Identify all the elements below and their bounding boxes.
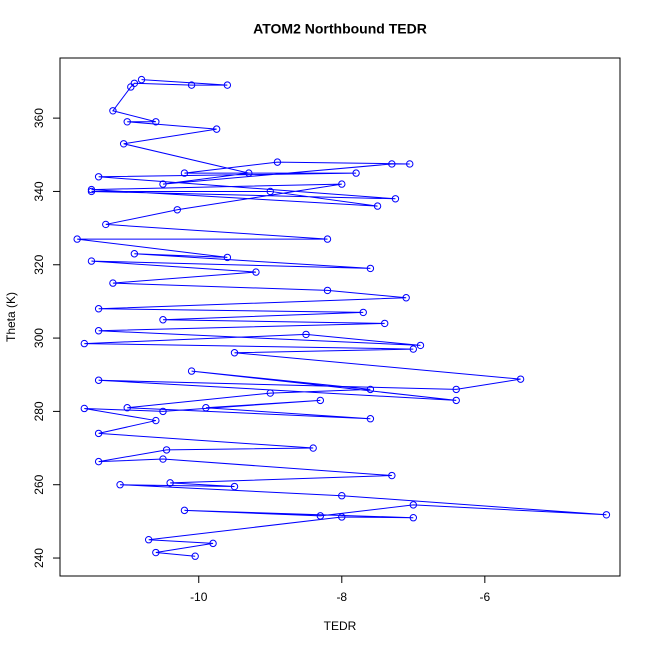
x-axis-label: TEDR [324, 619, 357, 633]
point [366, 264, 375, 273]
point [152, 416, 160, 425]
x-tick-label: -10 [190, 590, 208, 604]
y-tick-label: 360 [32, 108, 46, 128]
point [94, 376, 103, 384]
point [391, 195, 400, 203]
point [373, 202, 382, 210]
point [173, 206, 181, 214]
point [388, 471, 396, 480]
point [266, 187, 274, 196]
point [94, 429, 103, 438]
point [406, 160, 414, 168]
point [80, 404, 89, 413]
point [152, 548, 160, 557]
point [409, 514, 418, 522]
plot-frame [59, 57, 621, 577]
point [338, 180, 346, 188]
point [309, 444, 317, 452]
y-tick-label: 340 [32, 181, 46, 201]
point [266, 389, 274, 397]
point [116, 481, 124, 489]
point [359, 308, 367, 317]
point [316, 396, 325, 405]
point [366, 385, 375, 394]
point [323, 286, 332, 295]
point [137, 75, 146, 84]
y-tick-label: 300 [32, 328, 46, 348]
point [452, 385, 460, 394]
point [130, 250, 139, 258]
point [159, 180, 167, 188]
point [388, 160, 396, 168]
point [223, 81, 232, 89]
point [127, 83, 135, 91]
point [302, 330, 310, 339]
point [94, 305, 103, 313]
point [338, 513, 346, 521]
x-tick-label: -6 [479, 590, 490, 604]
point [409, 501, 418, 509]
point [187, 81, 196, 89]
point [380, 319, 389, 328]
point [119, 140, 128, 148]
y-axis-label: Theta (K) [4, 292, 18, 342]
point [162, 446, 171, 454]
point [516, 375, 525, 383]
point [109, 107, 117, 115]
point [409, 345, 418, 353]
point [191, 552, 199, 560]
point [73, 235, 81, 243]
point [159, 455, 167, 463]
point [109, 279, 117, 287]
point [402, 294, 410, 302]
point [230, 482, 239, 491]
point [338, 492, 346, 500]
point [152, 118, 160, 126]
point [316, 512, 325, 520]
point [180, 169, 189, 177]
point [87, 257, 96, 265]
y-tick-label: 240 [32, 548, 46, 568]
point [602, 511, 611, 519]
point [94, 173, 103, 181]
point [180, 506, 189, 515]
y-tick-label: 320 [32, 254, 46, 274]
point [159, 407, 167, 416]
point [123, 118, 131, 126]
chart-title: ATOM2 Northbound TEDR [253, 21, 427, 37]
point [452, 396, 460, 405]
point [323, 235, 332, 243]
point [223, 253, 232, 262]
point [209, 539, 217, 548]
point [94, 457, 103, 466]
point [416, 341, 425, 350]
point [123, 404, 131, 412]
point [87, 185, 96, 194]
point [80, 339, 89, 348]
point [212, 125, 221, 133]
x-tick-label: -8 [336, 590, 347, 604]
point [366, 415, 375, 423]
point [187, 367, 196, 375]
connecting-line [77, 79, 607, 557]
point [352, 169, 360, 177]
point [202, 404, 210, 412]
point [144, 536, 153, 544]
point [252, 268, 260, 276]
point [102, 220, 110, 229]
point [159, 316, 167, 324]
point [245, 169, 253, 177]
point [230, 349, 239, 357]
point [273, 158, 282, 166]
y-tick-label: 260 [32, 474, 46, 494]
point [166, 479, 174, 487]
y-tick-label: 280 [32, 401, 46, 421]
point [94, 327, 103, 335]
